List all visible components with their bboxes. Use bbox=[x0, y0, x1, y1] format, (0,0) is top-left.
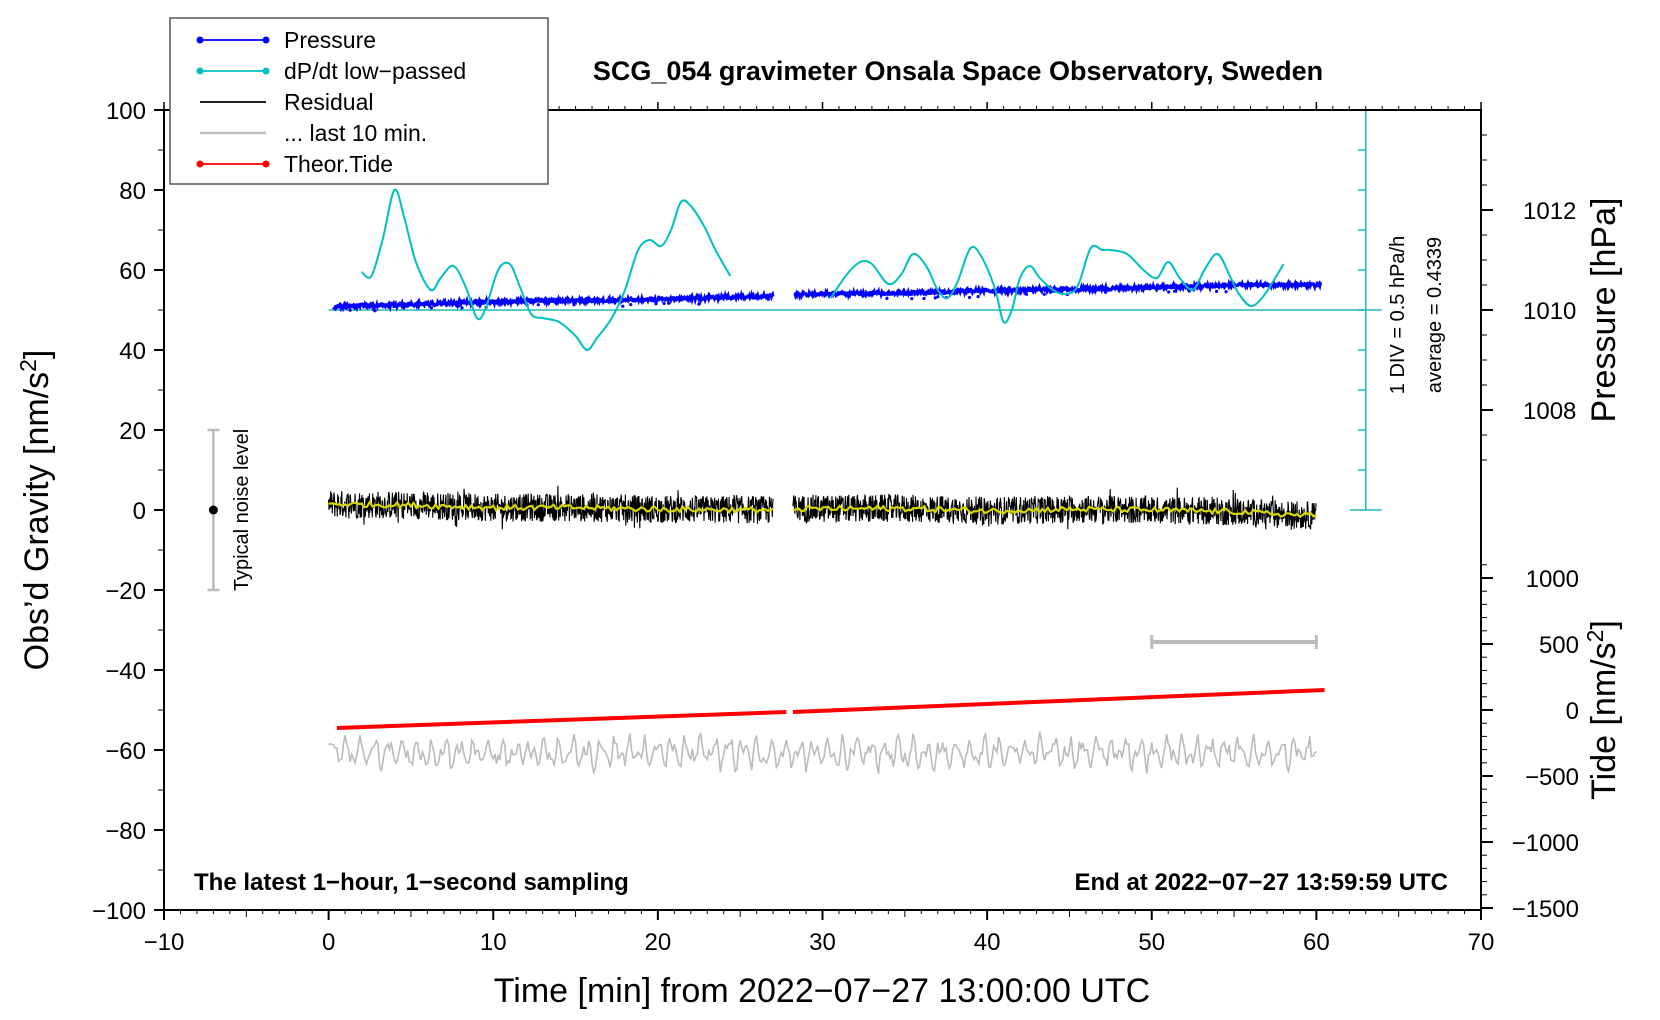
y-axis-label-end: ] bbox=[18, 350, 56, 359]
pressure-point bbox=[1173, 289, 1177, 293]
pressure-point bbox=[536, 303, 540, 307]
pressure-point bbox=[1167, 290, 1171, 294]
pressure-point bbox=[667, 301, 671, 305]
pressure-point bbox=[1224, 290, 1228, 294]
theor-tide-line bbox=[792, 688, 1325, 714]
pressure-point bbox=[373, 309, 377, 313]
pressure-axis-label: Pressure [hPa] bbox=[1585, 198, 1623, 423]
pressure-point bbox=[654, 302, 658, 306]
pressure-point bbox=[885, 296, 889, 300]
div-label: 1 DIV = 0.5 hPa/h bbox=[1387, 236, 1409, 394]
tide-axis-label-end: ] bbox=[1585, 620, 1623, 629]
x-tick-label: 10 bbox=[480, 929, 507, 956]
pressure-point bbox=[1042, 292, 1046, 296]
pressure-point bbox=[766, 297, 770, 301]
y-tick-label: 40 bbox=[119, 338, 146, 365]
pressure-point bbox=[629, 303, 633, 307]
x-axis-label: Time [min] from 2022−07−27 13:00:00 UTC bbox=[494, 972, 1150, 1010]
y-tick-label: −80 bbox=[105, 818, 146, 845]
sampling-note: The latest 1−hour, 1−second sampling bbox=[194, 869, 629, 896]
legend-label: Residual bbox=[284, 89, 374, 115]
y-axis-label: Obs’d Gravity [nm/s2] bbox=[15, 350, 56, 671]
pressure-point bbox=[429, 306, 433, 310]
tide-axis-label-sup: 2 bbox=[1582, 630, 1608, 643]
pressure-point bbox=[967, 295, 972, 300]
noise-bar-center bbox=[208, 505, 218, 515]
residual-line bbox=[792, 487, 1317, 530]
x-tick-label: 20 bbox=[645, 929, 672, 956]
legend-marker-left bbox=[196, 160, 204, 168]
tide-tick-label: 0 bbox=[1566, 698, 1579, 725]
pressure-tick-label: 1010 bbox=[1523, 298, 1576, 325]
pressure-point bbox=[457, 304, 461, 308]
legend-marker-left bbox=[196, 36, 204, 44]
x-tick-label: 50 bbox=[1138, 929, 1165, 956]
residual-smoothed-line bbox=[328, 499, 774, 515]
tide-tick-label: 1000 bbox=[1526, 566, 1579, 593]
x-tick-label: 30 bbox=[809, 929, 836, 956]
residual-line bbox=[328, 485, 774, 530]
pressure-point bbox=[697, 302, 701, 306]
y-tick-label: 20 bbox=[119, 418, 146, 445]
pressure-point bbox=[1215, 289, 1219, 293]
x-tick-label: 60 bbox=[1303, 929, 1330, 956]
tide-tick-label: −1000 bbox=[1512, 830, 1579, 857]
y-tick-label: −20 bbox=[105, 578, 146, 605]
axes-layer: −10 0 10 20 30 40 50 60 70100806040200−20−40−60−… bbox=[92, 98, 1579, 956]
pressure-line bbox=[793, 278, 1323, 301]
average-label: average = 0.4339 bbox=[1424, 237, 1446, 393]
legend-label: dP/dt low−passed bbox=[284, 58, 466, 84]
y-tick-label: 0 bbox=[133, 498, 146, 525]
noise-label: Typical noise level bbox=[231, 429, 253, 591]
legend-marker-right bbox=[262, 36, 270, 44]
legend-label: Pressure bbox=[284, 27, 376, 53]
series-layer bbox=[207, 109, 1382, 776]
pressure-point bbox=[910, 297, 914, 301]
legend: Pressure dP/dt low−passed Residual ... last… bbox=[169, 17, 549, 185]
residual-smoothed-line bbox=[792, 504, 1317, 519]
pressure-point bbox=[976, 295, 980, 299]
pressure-point bbox=[936, 295, 940, 299]
end-time-note: End at 2022−07−27 13:59:59 UTC bbox=[1074, 869, 1448, 896]
y-tick-label: 60 bbox=[119, 258, 146, 285]
legend-label: Theor.Tide bbox=[284, 151, 393, 177]
last-10-min-line bbox=[328, 731, 1318, 776]
chart-title: SCG_054 gravimeter Onsala Space Observat… bbox=[593, 56, 1323, 86]
x-tick-label: 0 bbox=[322, 929, 335, 956]
tide-tick-label: −1500 bbox=[1512, 896, 1579, 923]
y-tick-label: −40 bbox=[105, 658, 146, 685]
pressure-point bbox=[662, 301, 666, 305]
pressure-point bbox=[348, 308, 352, 312]
pressure-point bbox=[922, 296, 926, 301]
pressure-tick-label: 1012 bbox=[1523, 198, 1576, 225]
legend-marker-left bbox=[196, 67, 204, 75]
tide-axis-label: Tide [nm/s2] bbox=[1582, 620, 1623, 800]
pressure-line bbox=[332, 289, 775, 313]
legend-box bbox=[169, 17, 549, 185]
x-tick-label: −10 bbox=[144, 929, 185, 956]
y-tick-label: −100 bbox=[92, 898, 146, 925]
tide-tick-label: 500 bbox=[1539, 632, 1579, 659]
x-tick-label: 40 bbox=[974, 929, 1001, 956]
y-tick-label: 100 bbox=[106, 98, 146, 125]
pressure-tick-label: 1008 bbox=[1523, 398, 1576, 425]
dpdt-line bbox=[360, 188, 732, 351]
legend-marker-right bbox=[262, 160, 270, 168]
y-tick-label: −60 bbox=[105, 738, 146, 765]
legend-marker-right bbox=[262, 67, 270, 75]
pressure-point bbox=[933, 296, 937, 300]
legend-label: ... last 10 min. bbox=[284, 120, 427, 146]
y-tick-label: 80 bbox=[119, 178, 146, 205]
pressure-point bbox=[460, 306, 464, 310]
x-tick-label: 70 bbox=[1468, 929, 1495, 956]
pressure-point bbox=[572, 303, 576, 307]
pressure-point bbox=[1104, 290, 1108, 294]
pressure-point bbox=[1024, 292, 1029, 296]
pressure-point bbox=[621, 304, 625, 308]
tide-tick-label: −500 bbox=[1525, 764, 1579, 791]
dpdt-line bbox=[829, 244, 1285, 324]
theor-tide-line bbox=[336, 710, 787, 730]
y-axis-label-sup: 2 bbox=[15, 359, 41, 372]
